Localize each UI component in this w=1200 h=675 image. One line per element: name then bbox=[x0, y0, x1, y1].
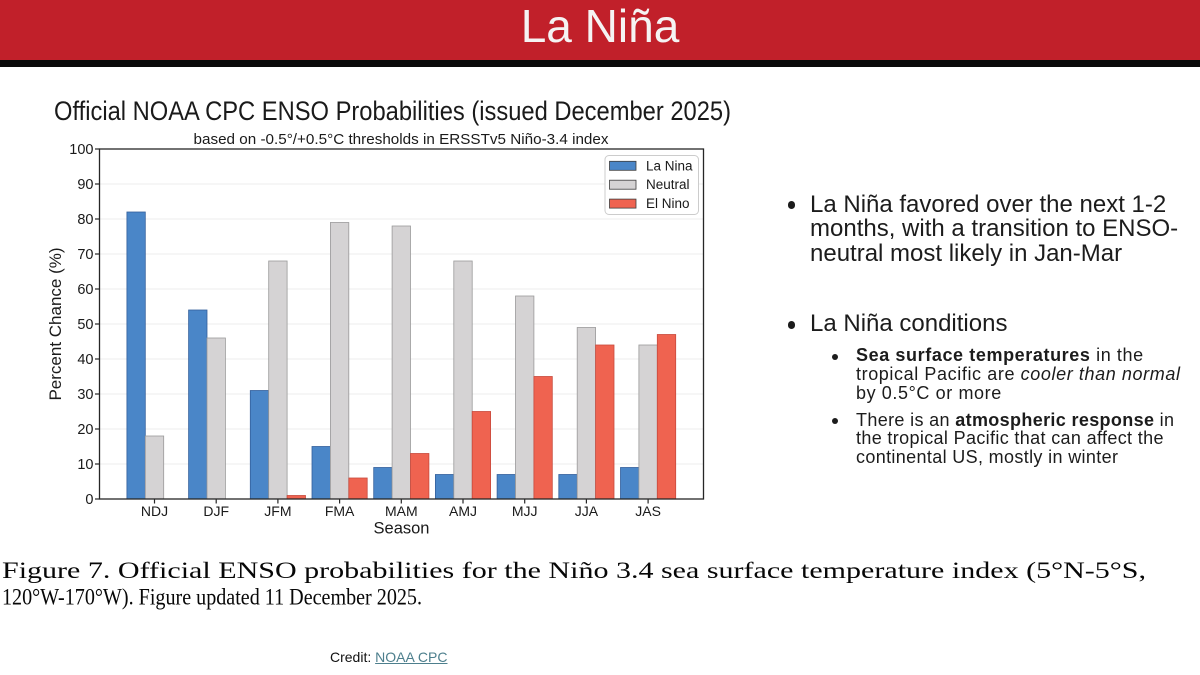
svg-text:MJJ: MJJ bbox=[512, 503, 538, 519]
svg-text:Season: Season bbox=[374, 520, 430, 538]
svg-text:40: 40 bbox=[77, 352, 93, 368]
svg-text:JFM: JFM bbox=[264, 503, 291, 519]
svg-text:Percent Chance (%): Percent Chance (%) bbox=[46, 247, 65, 400]
svg-text:50: 50 bbox=[77, 317, 93, 333]
svg-text:60: 60 bbox=[77, 282, 93, 298]
svg-text:70: 70 bbox=[77, 247, 93, 263]
svg-text:MAM: MAM bbox=[385, 503, 418, 519]
svg-text:20: 20 bbox=[77, 422, 93, 438]
svg-text:El Nino: El Nino bbox=[646, 196, 690, 211]
svg-text:Official NOAA CPC ENSO Probabi: Official NOAA CPC ENSO Probabilities (is… bbox=[54, 96, 731, 126]
svg-text:100: 100 bbox=[69, 142, 93, 158]
svg-text:AMJ: AMJ bbox=[449, 503, 477, 519]
svg-text:30: 30 bbox=[77, 387, 93, 403]
svg-text:10: 10 bbox=[77, 457, 93, 473]
svg-text:90: 90 bbox=[77, 177, 93, 193]
svg-text:Neutral: Neutral bbox=[646, 177, 690, 192]
svg-text:120°W-170°W). Figure updated 1: 120°W-170°W). Figure updated 11 December… bbox=[2, 585, 422, 610]
svg-text:DJF: DJF bbox=[203, 503, 229, 519]
svg-text:La Nina: La Nina bbox=[646, 158, 693, 173]
svg-text:based on -0.5°/+0.5°C threshol: based on -0.5°/+0.5°C thresholds in ERSS… bbox=[194, 132, 610, 148]
svg-text:JJA: JJA bbox=[575, 503, 599, 519]
svg-text:JAS: JAS bbox=[635, 503, 661, 519]
svg-text:0: 0 bbox=[85, 492, 93, 508]
svg-text:FMA: FMA bbox=[325, 503, 355, 519]
svg-text:Figure 7. Official ENSO probab: Figure 7. Official ENSO probabilities fo… bbox=[2, 558, 1146, 583]
svg-text:80: 80 bbox=[77, 212, 93, 228]
svg-text:NDJ: NDJ bbox=[141, 503, 168, 519]
